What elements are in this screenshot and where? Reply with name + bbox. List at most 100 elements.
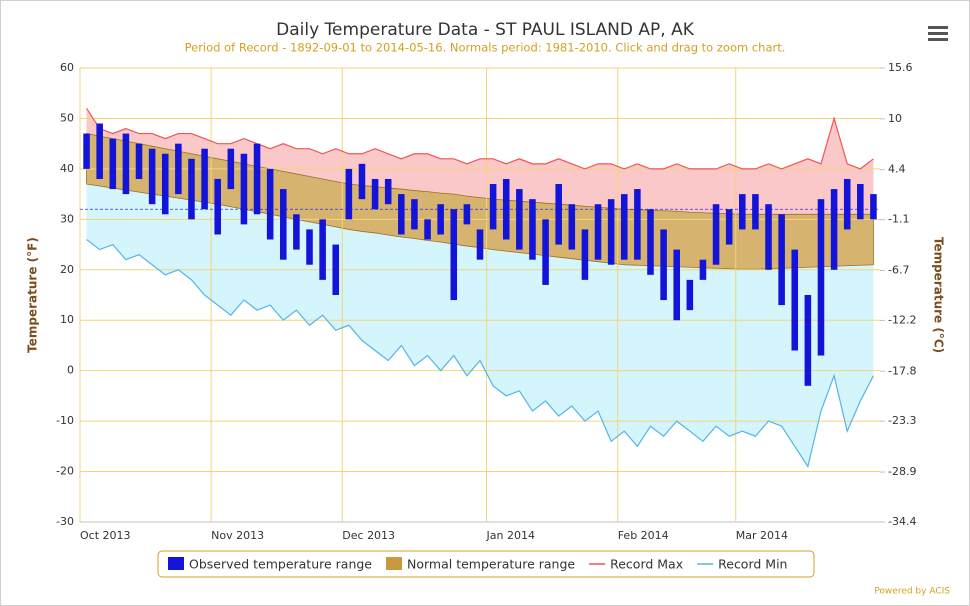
y-tick-label: -10 [56, 414, 74, 427]
observed-bar [725, 209, 733, 245]
y2-axis-title: Temperature (°C) [932, 237, 946, 353]
observed-bar [306, 229, 313, 265]
observed-bar [450, 209, 458, 301]
observed-bar [463, 204, 471, 225]
menu-bar [928, 26, 948, 29]
observed-bar [489, 184, 497, 230]
legend-label: Record Min [718, 557, 787, 572]
y-tick-label: 60 [60, 61, 74, 74]
observed-bar [752, 194, 759, 230]
x-tick-label: Dec 2013 [342, 529, 395, 542]
observed-bar [739, 194, 746, 230]
observed-bar [516, 189, 523, 250]
y2-tick-label: -17.8 [888, 364, 916, 377]
x-tick-label: Nov 2013 [211, 529, 264, 542]
observed-bar [398, 194, 405, 235]
x-tick-label: Mar 2014 [736, 529, 788, 542]
y-tick-label: -20 [56, 465, 74, 478]
observed-bar [437, 204, 444, 235]
observed-bar [227, 148, 235, 190]
y-axis-title: Temperature (°F) [26, 237, 40, 353]
observed-bar [319, 219, 326, 280]
y-tick-label: 10 [60, 313, 74, 326]
observed-bar [109, 138, 117, 190]
observed-bar [607, 199, 615, 265]
y2-tick-label: 4.4 [888, 163, 906, 176]
legend: Observed temperature range Normal tempera… [157, 550, 815, 578]
observed-bar [411, 199, 418, 230]
observed-bar [135, 143, 143, 179]
observed-bar [384, 178, 392, 205]
observed-bar [673, 249, 680, 321]
y-tick-label: 30 [60, 212, 74, 225]
y2-tick-label: -28.9 [888, 465, 916, 478]
observed-bar [686, 279, 694, 311]
chart-subtitle: Period of Record - 1892-09-01 to 2014-05… [185, 41, 786, 55]
x-tick-label: Feb 2014 [618, 529, 669, 542]
y-tick-label: 0 [67, 364, 74, 377]
observed-bar [345, 168, 353, 220]
y-tick-label: 20 [60, 263, 74, 276]
plot: -30 -20 -10 0 10 20 30 40 50 60 -34.4 -28.9 -23.3 -17… [56, 61, 916, 578]
observed-bar [240, 153, 248, 225]
observed-bar [201, 148, 208, 210]
observed-bar [857, 184, 864, 220]
legend-symbol [386, 557, 403, 570]
record-line [86, 108, 874, 170]
footer: Powered by ACIS [874, 587, 950, 597]
observed-bar [634, 189, 641, 260]
observed-bar [371, 178, 379, 210]
legend-label: Normal temperature range [407, 557, 575, 572]
observed-bar [83, 133, 90, 169]
observed-bar [424, 219, 431, 240]
observed-bar [804, 295, 812, 386]
legend-label: Observed temperature range [189, 557, 372, 572]
observed-bar [542, 219, 549, 285]
x-tick-label: Jan 2014 [486, 529, 535, 542]
observed-bar [791, 249, 799, 351]
observed-bar [765, 204, 772, 270]
observed-bar [568, 204, 576, 250]
normal-range [86, 133, 874, 270]
observed-bar [358, 163, 366, 200]
record-line [86, 239, 874, 469]
menu-button[interactable] [928, 26, 948, 41]
y2-tick-label: 10 [888, 112, 902, 125]
y2-tick-label: -12.2 [888, 313, 916, 326]
y-tick-label: 50 [60, 111, 74, 124]
observed-bar [214, 178, 221, 235]
y2-tick-label: -34.4 [888, 515, 916, 528]
y2-tick-label: -6.7 [888, 263, 909, 276]
observed-bar [830, 189, 838, 270]
observed-bar [476, 229, 484, 260]
legend-label: Record Max [610, 557, 683, 572]
observed-bar [699, 259, 707, 280]
observed-bar [332, 244, 340, 295]
observed-bar [293, 214, 300, 250]
observed-bar [96, 123, 103, 179]
observed-bar [175, 143, 182, 195]
observed-bar [620, 194, 628, 260]
observed-bar [280, 189, 287, 260]
chart-title: Daily Temperature Data - ST PAUL ISLAND … [276, 20, 695, 40]
observed-bar [253, 143, 261, 215]
y-tick-label: 40 [60, 162, 74, 175]
record-max-fill [86, 108, 874, 215]
legend-symbol [168, 557, 184, 570]
observed-bar [594, 204, 602, 260]
observed-bar [660, 229, 667, 301]
observed-bar [778, 214, 785, 306]
observed-bar [817, 199, 825, 356]
observed-bar [870, 194, 877, 220]
observed-bar [266, 168, 274, 240]
y2-tick-label: -23.3 [888, 414, 916, 427]
y-tick-label: -30 [56, 515, 74, 528]
y2-tick-label: -1.1 [888, 213, 909, 226]
observed-bar [188, 158, 195, 220]
observed-bar [161, 153, 169, 215]
observed-bar [529, 199, 536, 260]
menu-bar [928, 38, 948, 41]
y2-tick-label: 15.6 [888, 61, 913, 74]
menu-bar [928, 32, 948, 35]
